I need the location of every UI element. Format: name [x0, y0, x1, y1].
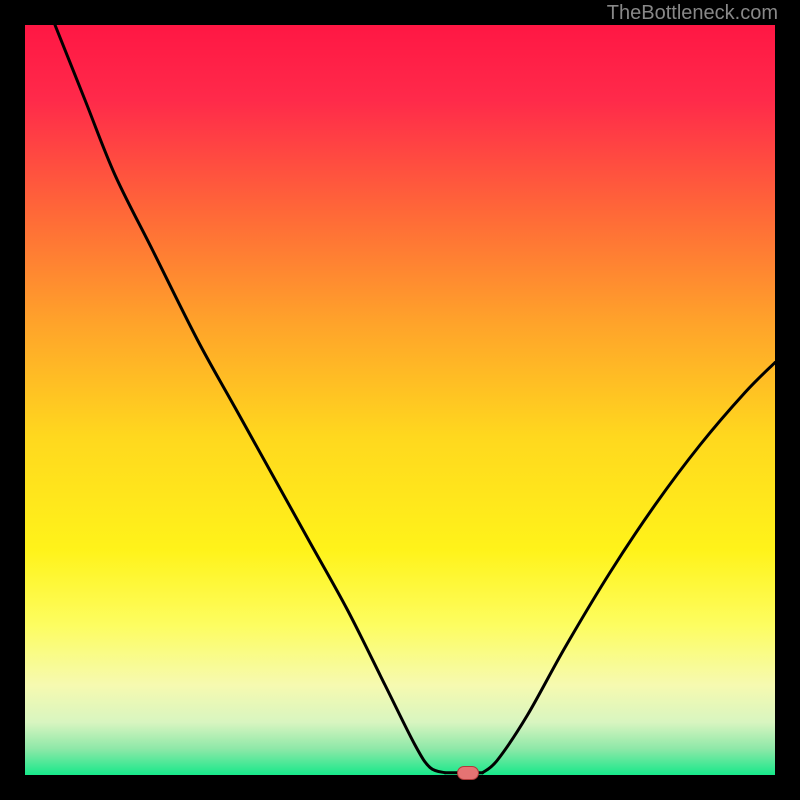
plot-area [25, 25, 775, 775]
watermark-text: TheBottleneck.com [607, 2, 778, 25]
bottleneck-marker [457, 766, 479, 780]
bottleneck-curve [25, 25, 775, 775]
